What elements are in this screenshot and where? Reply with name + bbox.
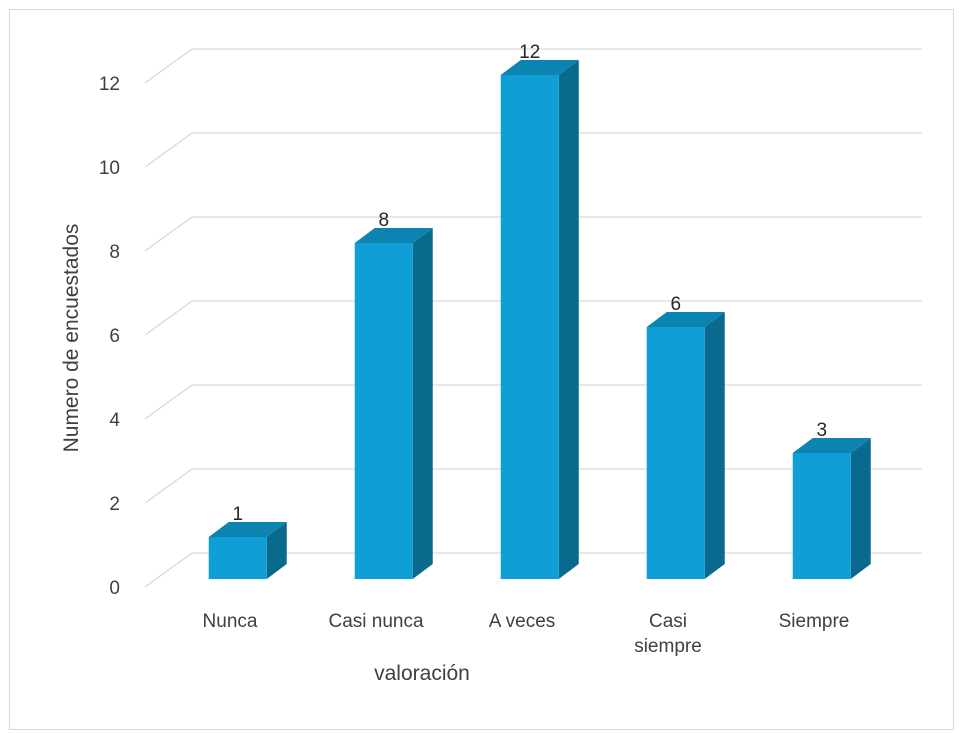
y-tick-label: 4	[109, 410, 120, 431]
bar-front	[354, 243, 413, 579]
y-tick-label: 8	[109, 242, 120, 263]
gridline	[144, 132, 922, 168]
bar-side	[704, 312, 725, 579]
y-axis-title: Numero de encuestados	[60, 224, 83, 453]
bar-side	[558, 60, 579, 579]
x-category-label: Casi nunca	[328, 611, 423, 632]
y-tick-label: 2	[109, 494, 120, 515]
gridline	[144, 300, 922, 336]
data-label: 6	[670, 294, 681, 315]
bar-side	[412, 228, 433, 579]
gridline	[144, 216, 922, 252]
y-tick-label: 12	[99, 74, 120, 95]
bar	[792, 438, 871, 579]
bar-top	[208, 522, 287, 537]
x-category-label: A veces	[489, 611, 556, 632]
bar-side	[850, 438, 871, 579]
bar-front	[208, 537, 267, 579]
x-axis-title: valoración	[374, 662, 470, 685]
bar-top	[646, 312, 725, 327]
bar-top	[500, 60, 579, 75]
bar-front	[646, 327, 705, 579]
data-label: 12	[519, 42, 540, 63]
bar-top	[792, 438, 871, 453]
bar	[354, 228, 433, 579]
x-category-label: Nunca	[203, 611, 258, 632]
y-tick-label: 6	[109, 326, 120, 347]
x-category-label: Casi siempre	[634, 611, 702, 657]
gridline	[144, 48, 922, 84]
bar	[646, 312, 725, 579]
y-tick-label: 0	[109, 578, 120, 599]
y-tick-label: 10	[99, 158, 120, 179]
bar-side	[266, 522, 287, 579]
bar	[500, 60, 579, 579]
data-label: 8	[378, 210, 389, 231]
x-category-label: Siempre	[779, 611, 850, 632]
bar	[208, 522, 287, 579]
data-label: 1	[232, 504, 243, 525]
data-label: 3	[816, 420, 827, 441]
chart-frame	[9, 9, 954, 730]
bar-top	[354, 228, 433, 243]
bar-front	[792, 453, 851, 579]
bar-front	[500, 75, 559, 579]
